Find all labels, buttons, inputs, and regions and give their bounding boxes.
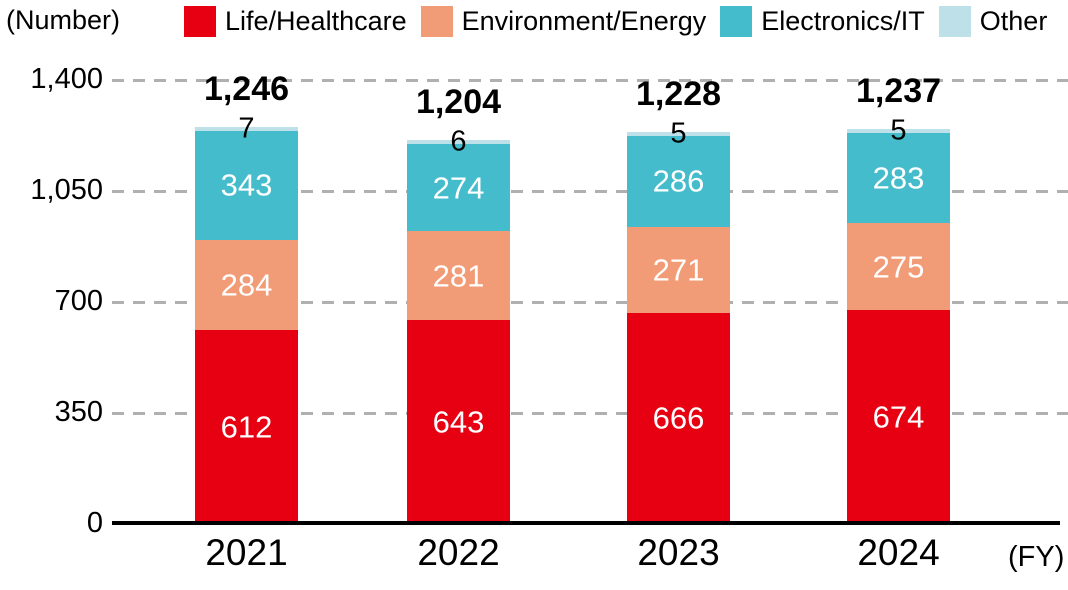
legend-label-other: Other: [979, 5, 1048, 36]
bar-segment-2024-environment-energy: [847, 223, 950, 311]
y-tick-label-1-050: 1,050: [30, 173, 103, 206]
bar-value-2024-electronics-it: 283: [872, 160, 925, 196]
bar-value-2022-electronics-it: 274: [432, 170, 485, 205]
legend-item-life-healthcare: Life/Healthcare: [184, 5, 407, 37]
x-tick-label-2021: 2021: [205, 532, 288, 573]
bar-segment-2022-electronics-it: [407, 144, 510, 231]
bar-segment-2024-life-healthcare: [847, 310, 950, 524]
legend-swatch-environment-energy-icon: [420, 5, 453, 37]
x-tick-label-2022: 2022: [417, 532, 500, 573]
bar-value-2021-other: 7: [238, 112, 255, 145]
y-tick-label-700: 700: [54, 284, 103, 317]
bar-total-2023: 1,228: [635, 75, 722, 114]
bar-segment-2024-other: [847, 129, 950, 134]
bar-total-2024: 1,237: [855, 72, 942, 111]
bar-segment-2022-life-healthcare: [407, 320, 510, 524]
bar-value-2023-other: 5: [670, 117, 687, 150]
legend-item-electronics-it: Electronics/IT: [720, 5, 925, 37]
bar-segment-2023-electronics-it: [627, 136, 730, 227]
legend-item-environment-energy: Environment/Energy: [420, 5, 707, 37]
bar-segment-2021-environment-energy: [195, 239, 298, 330]
y-tick-label-1-400: 1,400: [30, 62, 103, 95]
bar-segment-2021-other: [195, 127, 298, 132]
bar-value-2022-other: 6: [450, 125, 467, 158]
gridline-350: [112, 412, 1068, 415]
gridline-700: [112, 301, 1068, 304]
y-tick-label-0: 0: [86, 506, 103, 539]
legend-label-electronics-it: Electronics/IT: [761, 5, 925, 36]
bar-value-2021-electronics-it: 343: [220, 167, 273, 203]
bar-segment-2023-other: [627, 132, 730, 137]
bar-segment-2023-environment-energy: [627, 226, 730, 313]
bar-segment-2023-life-healthcare: [627, 312, 730, 524]
legend-swatch-life-healthcare-icon: [184, 5, 216, 37]
bar-value-2022-environment-energy: 281: [432, 258, 485, 294]
y-tick-label-350: 350: [54, 395, 103, 428]
bar-value-2023-electronics-it: 286: [652, 163, 705, 199]
legend-swatch-other-icon: [938, 5, 971, 37]
bar-segment-2022-environment-energy: [407, 230, 510, 321]
bar-segment-2024-electronics-it: [847, 133, 950, 224]
bar-value-2024-life-healthcare: 674: [872, 399, 925, 435]
legend-label-environment-energy: Environment/Energy: [461, 5, 707, 36]
bar-value-2024-environment-energy: 275: [872, 249, 925, 285]
bar-value-2024-other: 5: [890, 114, 907, 147]
bar-total-2022: 1,204: [415, 83, 502, 122]
legend-label-life-healthcare: Life/Healthcare: [225, 5, 407, 36]
x-tick-label-2023: 2023: [637, 532, 720, 573]
bar-value-2022-life-healthcare: 643: [432, 404, 485, 440]
bar-segment-2021-electronics-it: [195, 131, 298, 240]
bar-value-2021-life-healthcare: 612: [220, 409, 273, 445]
bar-segment-2021-life-healthcare: [195, 329, 298, 524]
gridline-1-400: [112, 79, 1068, 82]
legend-item-other: Other: [938, 5, 1048, 37]
x-axis-unit-label: (FY): [1008, 541, 1065, 573]
x-axis-line: [112, 521, 1060, 525]
gridline-1-050: [112, 190, 1068, 193]
bar-segment-2022-other: [407, 140, 510, 145]
legend-swatch-electronics-it-icon: [720, 5, 753, 37]
bar-value-2023-life-healthcare: 666: [652, 400, 705, 436]
legend: Life/Healthcare Environment/Energy Electro…: [184, 4, 1047, 38]
bar-total-2021: 1,246: [203, 70, 290, 109]
bar-value-2023-environment-energy: 271: [652, 252, 705, 288]
bar-value-2021-environment-energy: 284: [220, 267, 273, 303]
y-axis-unit-label: (Number): [6, 5, 121, 35]
x-tick-label-2024: 2024: [857, 532, 940, 573]
